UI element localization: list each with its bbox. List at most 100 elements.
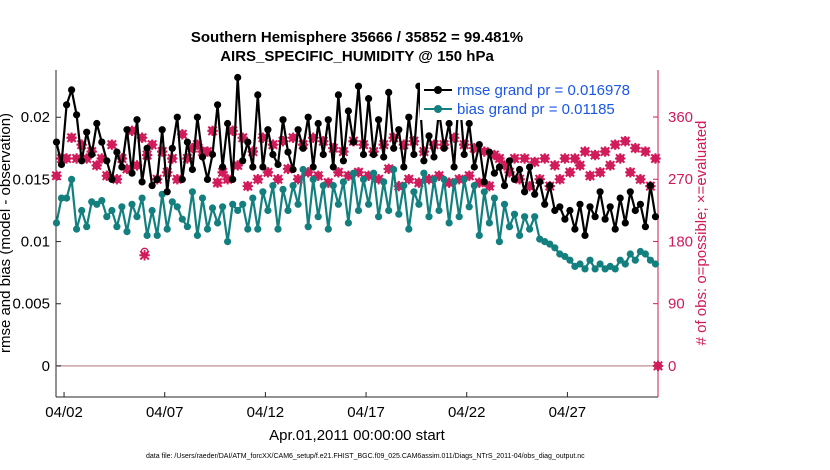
bias-point	[234, 206, 242, 215]
bias-point	[485, 219, 493, 227]
bias-point	[113, 223, 121, 231]
obs-possible-marker	[653, 361, 663, 371]
obs-possible-marker	[273, 175, 283, 184]
obs-possible-marker	[540, 154, 549, 163]
y-axis-label-right: # of obs: o=possible; ×=evaluated	[693, 121, 710, 346]
bias-point	[576, 260, 584, 268]
rmse-point	[339, 157, 347, 165]
rmse-point	[63, 101, 71, 109]
rmse-point	[450, 163, 458, 171]
obs-possible-marker	[641, 147, 650, 156]
rmse-point	[556, 203, 564, 211]
bias-point	[455, 213, 463, 221]
rmse-point	[400, 163, 408, 171]
bias-point	[98, 197, 106, 205]
obs-possible-marker	[495, 154, 504, 163]
obs-possible-marker	[434, 171, 444, 180]
bias-point	[495, 238, 503, 246]
rmse-point	[98, 138, 106, 146]
obs-possible-marker	[631, 143, 640, 153]
obs-possible-marker	[570, 154, 580, 163]
bias-point	[415, 200, 423, 208]
rmse-point	[103, 157, 111, 165]
bias-point	[405, 225, 413, 233]
bias-point	[596, 260, 604, 268]
rmse-point	[203, 175, 212, 183]
obs-possible-marker	[580, 147, 590, 156]
rmse-point	[621, 219, 629, 227]
bias-point	[631, 256, 639, 264]
bias-point	[370, 169, 378, 177]
obs-possible-marker	[555, 175, 564, 184]
rmse-point	[289, 165, 297, 174]
bias-point	[173, 203, 181, 211]
chart-title-line2: AIRS_SPECIFIC_HUMIDITY @ 150 hPa	[220, 48, 494, 65]
rmse-point	[380, 153, 388, 161]
rmse-point	[329, 163, 337, 171]
bias-point	[163, 225, 171, 233]
rmse-point	[52, 138, 61, 146]
obs-possible-marker	[263, 168, 273, 177]
x-tick-label: 04/02	[45, 404, 83, 421]
obs-possible-marker	[575, 161, 585, 170]
rmse-point	[138, 178, 146, 186]
obs-possible-marker	[565, 168, 575, 177]
obs-possible-marker	[319, 137, 328, 146]
rmse-point	[641, 223, 650, 231]
rmse-point	[596, 188, 604, 196]
bias-point	[334, 200, 342, 208]
bias-point	[264, 206, 272, 215]
obs-possible-marker	[651, 154, 660, 163]
rmse-point	[68, 86, 76, 94]
obs-possible-marker	[92, 161, 101, 170]
bias-point	[505, 223, 514, 231]
obs-possible-marker	[626, 168, 635, 177]
bias-point	[375, 213, 383, 221]
bias-point	[143, 231, 151, 239]
rmse-point	[57, 160, 66, 169]
rmse-point	[264, 126, 272, 134]
rmse-point	[510, 175, 519, 183]
rmse-point	[576, 200, 584, 208]
bias-point	[354, 206, 363, 215]
bias-point	[93, 200, 101, 208]
bias-point	[214, 219, 222, 227]
obs-possible-marker	[621, 137, 630, 146]
y-tick-label-right: 90	[668, 296, 685, 313]
bias-point	[193, 231, 201, 239]
bias-point	[208, 204, 217, 212]
rmse-point	[581, 231, 589, 239]
legend-rmse-label: rmse grand pr = 0.016978	[457, 82, 630, 99]
rmse-point	[561, 215, 569, 223]
obs-possible-marker	[213, 178, 222, 187]
rmse-point	[178, 175, 186, 183]
bias-point	[294, 200, 302, 208]
y-ticks-left: 0 0.005 0.01 0.015 0.02	[12, 109, 61, 375]
rmse-point	[148, 182, 156, 190]
rmse-point	[495, 163, 503, 171]
bias-point	[188, 188, 196, 196]
bias-point	[138, 194, 146, 202]
bias-point	[445, 219, 453, 227]
y-tick-label-left: 0.01	[21, 234, 50, 251]
rmse-point	[304, 113, 312, 121]
rmse-point	[229, 175, 237, 183]
legend-bias-marker	[434, 105, 442, 113]
rmse-point	[390, 144, 398, 152]
rmse-point	[611, 225, 619, 233]
y-ticks-right: 0 90 180 270 360	[653, 109, 693, 375]
bias-point	[420, 169, 428, 177]
rmse-point	[430, 153, 438, 161]
obs-possible-marker	[585, 171, 595, 180]
rmse-point	[531, 190, 539, 198]
bias-point	[475, 231, 483, 239]
rmse-point	[319, 150, 327, 159]
rmse-point	[571, 225, 579, 233]
bias-point	[103, 213, 111, 221]
bias-point	[450, 178, 458, 186]
bias-point	[148, 206, 156, 215]
bias-point	[183, 223, 191, 231]
y-axis-label-left: rmse and bias (model - observation)	[0, 113, 14, 353]
rmse-point	[420, 157, 428, 165]
rmse-point	[636, 200, 645, 208]
